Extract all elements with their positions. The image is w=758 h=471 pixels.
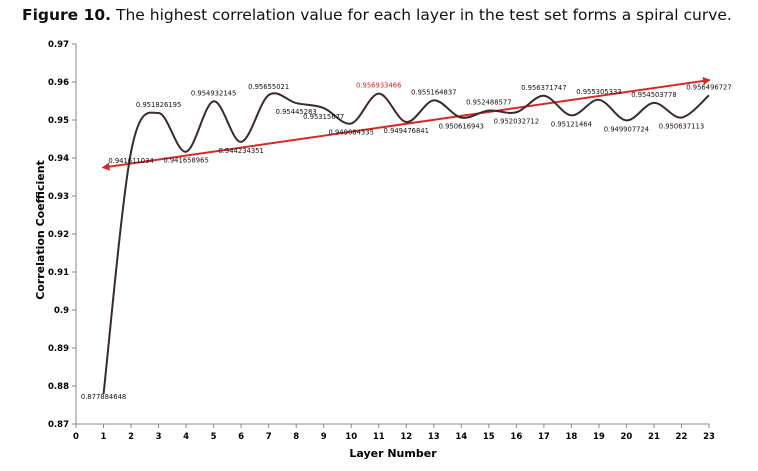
trend-arrow <box>101 76 711 171</box>
data-label: 0.951826195 <box>136 101 181 109</box>
data-label: 0.956371747 <box>521 84 566 92</box>
y-tick-label: 0.94 <box>48 154 69 164</box>
data-label: 0.95445283 <box>276 108 317 116</box>
data-label: 0.941611034 <box>108 157 153 165</box>
data-label: 0.954932145 <box>191 89 236 97</box>
y-tick-label: 0.95 <box>48 116 69 126</box>
x-tick-label: 22 <box>676 432 688 442</box>
x-tick-label: 16 <box>510 432 522 442</box>
y-axis-title: Correlation Coefficient <box>34 160 47 300</box>
x-tick-label: 1 <box>101 432 107 442</box>
data-label: 0.95315677 <box>303 113 344 121</box>
data-label: 0.954503778 <box>631 91 676 99</box>
axes: 0.87 0.88 0.89 0.9 0.91 0.92 0.93 0.94 0.95 0.96 0… <box>48 40 715 442</box>
x-tick-label: 14 <box>455 432 467 442</box>
y-tick-label: 0.93 <box>48 192 69 202</box>
x-tick-label: 6 <box>238 432 244 442</box>
x-tick-label: 15 <box>483 432 495 442</box>
figure-caption: Figure 10. The highest correlation value… <box>22 6 752 24</box>
data-label: 0.952032712 <box>494 117 539 125</box>
y-tick-label: 0.96 <box>48 78 69 88</box>
x-tick-label: 23 <box>703 432 715 442</box>
x-axis-title: Layer Number <box>349 447 437 460</box>
data-label: 0.952488577 <box>466 99 511 107</box>
y-tick-label: 0.88 <box>48 382 69 392</box>
data-label: 0.950616943 <box>439 123 484 131</box>
series-line <box>102 92 710 395</box>
x-tick-label: 21 <box>648 432 660 442</box>
y-tick-label: 0.89 <box>48 344 69 354</box>
x-tick-label: 10 <box>345 432 357 442</box>
data-label: 0.95655021 <box>248 83 289 91</box>
x-tick-label: 9 <box>321 432 327 442</box>
x-tick-label: 0 <box>73 432 79 442</box>
y-tick-label: 0.87 <box>48 420 69 430</box>
y-tick-label: 0.9 <box>54 306 69 316</box>
data-labels: 0.877884648 0.941611034 0.951826195 0.94165… <box>81 82 732 401</box>
x-tick-label: 20 <box>621 432 633 442</box>
trend-arrow-line <box>101 76 711 171</box>
x-tick-label: 4 <box>183 432 189 442</box>
x-tick-label: 17 <box>538 432 550 442</box>
x-tick-label: 2 <box>128 432 134 442</box>
data-label: 0.95121464 <box>551 120 592 128</box>
x-tick-label: 11 <box>373 432 385 442</box>
x-tick-label: 5 <box>211 432 217 442</box>
data-label: 0.877884648 <box>81 393 126 401</box>
data-label: 0.956496727 <box>686 83 731 91</box>
x-tick-label: 12 <box>400 432 412 442</box>
data-label: 0.949476841 <box>384 127 429 135</box>
figure-caption-text: The highest correlation value for each l… <box>115 6 732 24</box>
data-label: 0.955164837 <box>411 88 456 96</box>
x-tick-label: 3 <box>156 432 162 442</box>
data-series <box>102 92 710 395</box>
data-label: 0.949084335 <box>329 128 374 136</box>
y-tick-label: 0.92 <box>48 230 69 240</box>
data-label: 0.944234351 <box>218 147 263 155</box>
x-tick-label: 13 <box>428 432 440 442</box>
x-tick-label: 18 <box>565 432 577 442</box>
data-label: 0.941658965 <box>163 157 208 165</box>
y-tick-label: 0.97 <box>48 40 69 50</box>
data-label: 0.949907724 <box>604 125 649 133</box>
x-tick-label: 8 <box>293 432 299 442</box>
x-tick-label: 7 <box>266 432 272 442</box>
x-tick-label: 19 <box>593 432 605 442</box>
y-tick-label: 0.91 <box>48 268 69 278</box>
data-label: 0.956933466 <box>356 82 401 90</box>
figure-label: Figure 10. <box>22 6 112 24</box>
data-label: 0.950637113 <box>659 123 704 131</box>
data-label: 0.955305333 <box>576 88 621 96</box>
